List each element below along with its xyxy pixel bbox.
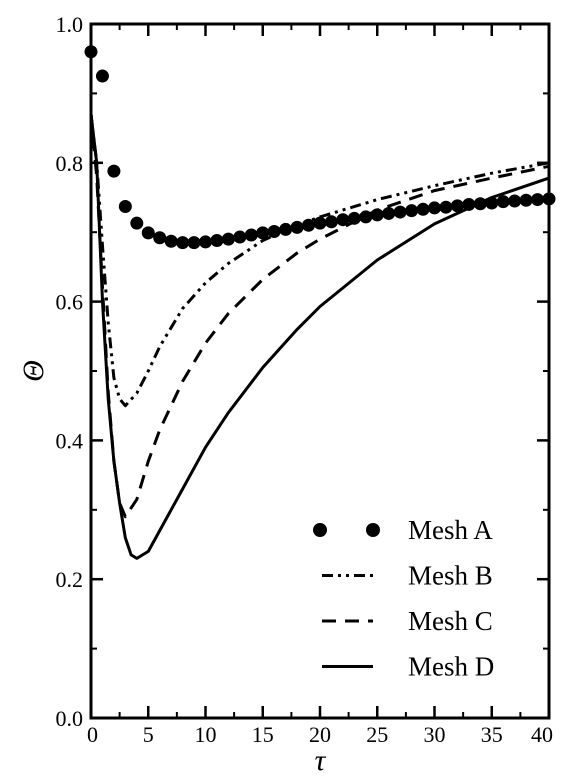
y-axis-label: Θ [17,360,50,382]
legend-label: Mesh C [408,606,493,636]
y-tick-label: 0.8 [56,151,84,176]
series-mesh-a-point [416,202,430,216]
x-axis-label: τ [315,744,327,777]
series-mesh-a-point [95,69,109,83]
legend-label: Mesh B [408,561,493,591]
series-mesh-a-point [176,236,190,250]
series-mesh-a-point [256,226,270,240]
plot-series-layer [84,45,556,560]
series-mesh-a-point [393,205,407,219]
series-mesh-a-point [531,193,545,207]
tick-labels: 0 5 10 15 20 25 30 35 40 0.0 0.2 0.4 0.6 0.8 1.0 [56,12,554,747]
series-mesh-a-point [450,199,464,213]
y-tick-label: 0.2 [56,567,84,592]
series-mesh-a-point [519,193,533,207]
series-mesh-a-point [508,194,522,208]
series-mesh-a-point [210,234,224,248]
series-mesh-a-point [290,220,304,234]
series-mesh-b-line [89,114,550,408]
x-tick-label: 15 [252,722,274,747]
series-mesh-a-point [187,236,201,250]
series-mesh-a-point [164,234,178,248]
legend-item-mesh-b: Mesh B [322,561,493,591]
series-mesh-a-point [313,216,327,230]
plot-frame [89,22,551,720]
y-tick-label: 0.0 [56,706,84,731]
series-mesh-a-point [336,213,350,227]
legend-marker [366,523,380,537]
x-tick-label: 40 [531,722,553,747]
series-mesh-a-point [153,231,167,245]
x-tick-label: 10 [195,722,217,747]
x-tick-label: 35 [481,722,503,747]
series-mesh-d-line [89,114,550,560]
legend-label: Mesh A [408,515,493,545]
legend-item-mesh-c: Mesh C [322,606,493,636]
series-mesh-a-point [107,164,121,178]
x-tick-label: 5 [143,722,154,747]
series-mesh-a-point [428,201,441,215]
series-mesh-a-point [130,216,144,230]
series-mesh-a-point [405,204,419,218]
series-mesh-a-point [233,230,247,244]
legend-item-mesh-a: Mesh A [313,515,493,545]
x-tick-label: 25 [366,722,388,747]
series-mesh-a-point [279,222,293,236]
legend-item-mesh-d: Mesh D [322,652,494,682]
series-mesh-a-point [382,206,396,220]
series-mesh-a-point [496,195,510,209]
x-tick-label: 0 [87,722,98,747]
series-mesh-a-point [199,235,212,249]
series-mesh-a-point [324,215,338,229]
x-tick-label: 20 [309,722,331,747]
series-mesh-a-point [118,200,132,214]
y-tick-label: 1.0 [56,12,84,37]
series-mesh-a-point [221,232,235,246]
x-tick-label: 30 [424,722,446,747]
legend: Mesh A Mesh B Mesh C Mesh D [313,515,494,682]
series-mesh-a-point [141,226,155,240]
legend-marker [313,523,327,537]
series-mesh-a-point [244,228,258,242]
legend-label: Mesh D [408,652,494,682]
y-tick-label: 0.4 [56,428,84,453]
series-mesh-a-point [439,200,453,214]
y-tick-label: 0.6 [56,290,84,315]
